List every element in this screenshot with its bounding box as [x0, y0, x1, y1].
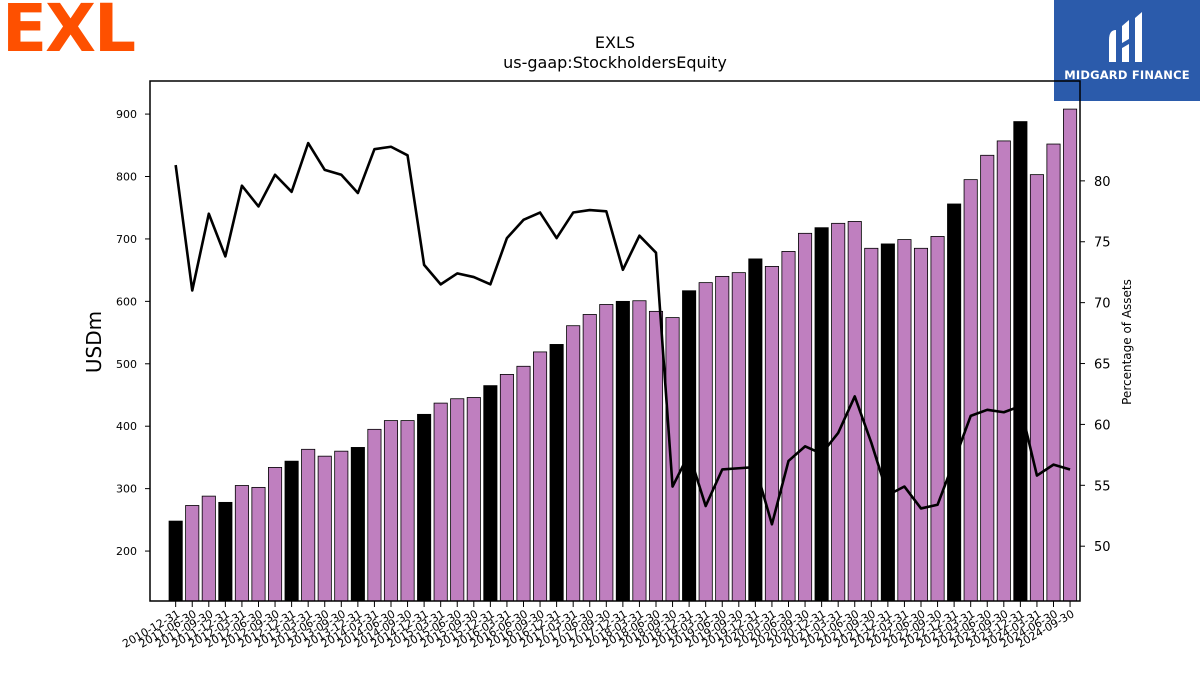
bar-2011-09-30	[201, 495, 216, 602]
bar-2013-12-31	[350, 447, 365, 602]
bar-2021-03-31	[831, 222, 846, 602]
bar-2013-09-30	[334, 450, 349, 602]
bar-2014-12-31	[417, 413, 432, 602]
bar-2012-09-30	[268, 467, 283, 602]
y2-tick-label-80: 80	[1094, 175, 1111, 190]
y-tick-label-200: 200	[116, 545, 137, 558]
bar-2021-12-31	[880, 243, 895, 602]
bar-2019-03-31	[698, 282, 713, 602]
axes-group: 2003004005006007008009005055606570758020…	[116, 80, 1111, 651]
y2-tick-label-60: 60	[1094, 418, 1111, 433]
y2-axis-label: Percentage of Assets	[1120, 279, 1134, 405]
bar-2010-12-31	[168, 520, 183, 602]
bar-2011-12-31	[218, 501, 233, 602]
bar-2019-09-30	[731, 272, 746, 602]
bar-2022-12-31	[947, 203, 962, 602]
bar-2018-03-31	[632, 300, 647, 602]
chart-title: EXLS	[595, 33, 635, 52]
bar-2013-03-31	[301, 448, 316, 602]
bar-2018-06-30	[648, 310, 664, 602]
bar-2023-03-31	[963, 179, 978, 602]
bar-2017-06-30	[582, 314, 597, 602]
bar-2024-06-30	[1046, 143, 1061, 602]
y-tick-label-600: 600	[116, 295, 137, 308]
y2-tick-label-50: 50	[1094, 540, 1111, 555]
y-tick-label-800: 800	[116, 171, 137, 184]
bar-2020-12-31	[814, 227, 829, 602]
bar-2016-03-31	[499, 373, 514, 602]
exl-logo: EXL	[2, 0, 136, 67]
bar-2014-09-30	[400, 420, 415, 602]
plot-frame	[149, 80, 1081, 602]
bar-2011-06-30	[185, 505, 200, 602]
bar-2014-06-30	[383, 420, 399, 602]
y2-tick-label-75: 75	[1094, 236, 1111, 251]
bar-2022-09-30	[930, 236, 945, 602]
y2-tick-label-65: 65	[1094, 358, 1111, 373]
bar-2015-06-30	[450, 398, 465, 602]
bar-2020-06-30	[781, 251, 796, 602]
bar-2016-06-30	[516, 365, 531, 602]
bar-2015-12-31	[483, 385, 498, 602]
y-tick-label-300: 300	[116, 483, 137, 496]
y-tick-label-400: 400	[116, 420, 137, 433]
midgard-logo-text: MIDGARD FINANCE	[1064, 68, 1190, 82]
bar-2022-03-31	[897, 239, 912, 602]
bar-2016-09-30	[533, 351, 548, 602]
bar-2024-03-31	[1029, 174, 1044, 602]
percentage-of-assets-line	[174, 141, 1071, 526]
bar-2022-06-30	[913, 247, 929, 602]
bar-2013-06-30	[317, 455, 332, 602]
bar-2020-03-31	[764, 265, 779, 602]
y-axis-label: USDm	[82, 311, 106, 373]
y-tick-label-700: 700	[116, 233, 137, 246]
bar-2019-12-31	[748, 258, 763, 602]
bar-2016-12-31	[549, 344, 564, 602]
bar-2012-06-30	[251, 486, 266, 602]
bar-2023-12-31	[1013, 121, 1028, 602]
chart-subtitle: us-gaap:StockholdersEquity	[503, 53, 727, 72]
bar-2019-06-30	[715, 275, 730, 602]
bar-2017-09-30	[599, 304, 614, 602]
bar-2024-09-30	[1063, 108, 1078, 602]
midgard-logo-mark-icon	[1109, 12, 1142, 62]
bar-2012-12-31	[284, 460, 299, 602]
bar-2018-09-30	[665, 317, 680, 602]
y-tick-label-500: 500	[116, 358, 137, 371]
bar-2020-09-30	[798, 232, 813, 602]
midgard-finance-logo: MIDGARD FINANCE	[1054, 0, 1200, 101]
bar-2015-09-30	[466, 397, 481, 602]
y2-tick-label-55: 55	[1094, 479, 1111, 494]
bar-2012-03-31	[234, 485, 249, 602]
bar-2021-09-30	[864, 247, 879, 602]
bar-2023-09-30	[996, 140, 1011, 602]
bar-2015-03-31	[433, 402, 448, 602]
y-tick-label-900: 900	[116, 108, 137, 121]
y2-tick-label-70: 70	[1094, 297, 1111, 312]
bar-2017-12-31	[615, 300, 630, 602]
bar-2018-12-31	[682, 290, 697, 602]
line-group	[174, 141, 1071, 526]
bar-2023-06-30	[980, 154, 995, 602]
bars-group	[168, 108, 1078, 602]
bar-2017-03-31	[566, 325, 581, 602]
bar-2014-03-31	[367, 428, 382, 602]
